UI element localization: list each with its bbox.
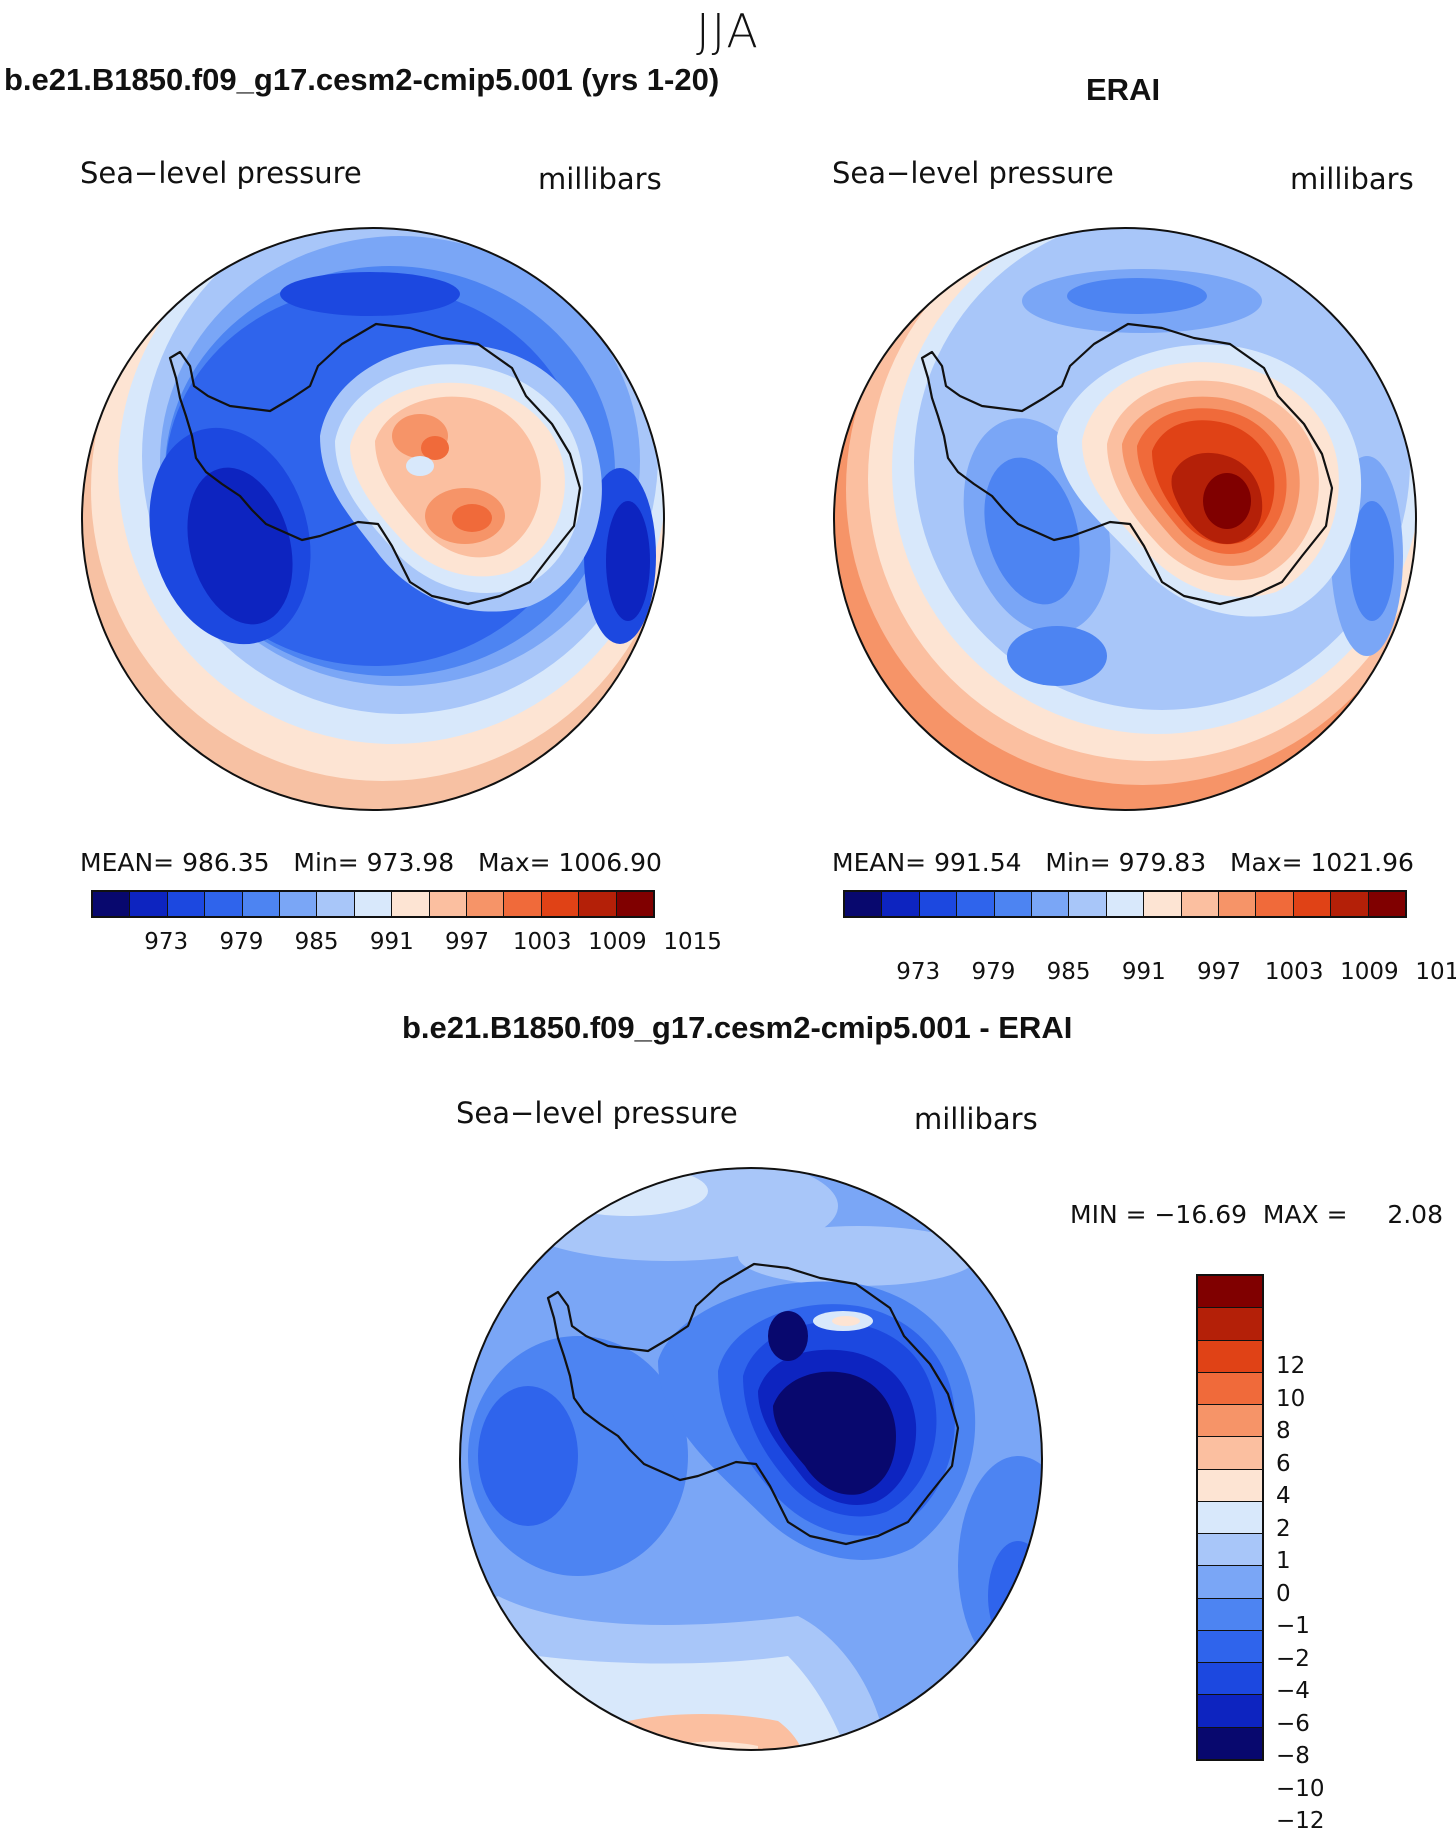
diff-colorbar-swatch	[1198, 1340, 1262, 1373]
obs-colorbar-tick-label: 985	[1046, 959, 1091, 985]
obs-colorbar	[843, 890, 1407, 918]
obs-colorbar-swatch	[1181, 892, 1220, 916]
diff-colorbar-swatch	[1198, 1308, 1262, 1341]
diff-colorbar-tick-label: 6	[1276, 1450, 1291, 1477]
model-colorbar-swatch	[616, 892, 654, 916]
diff-colorbar-tick-label: −6	[1276, 1710, 1310, 1737]
model-colorbar-swatch	[93, 892, 131, 916]
model-colorbar-tick-label: 1009	[588, 929, 647, 955]
model-colorbar-swatch	[317, 892, 355, 916]
model-colorbar-swatch	[354, 892, 393, 916]
obs-colorbar-swatch	[1368, 892, 1406, 916]
model-colorbar-tick-label: 991	[369, 929, 414, 955]
model-colorbar-tick-label: 979	[219, 929, 264, 955]
model-colorbar-swatch	[467, 892, 505, 916]
model-variable-label: Sea−level pressure	[80, 156, 362, 190]
obs-colorbar-tick-label: 979	[971, 959, 1016, 985]
obs-colorbar-tick-label: 991	[1121, 959, 1166, 985]
model-colorbar-tick-label: 1015	[663, 929, 722, 955]
diff-colorbar-swatch	[1198, 1437, 1262, 1470]
diff-colorbar-tick-label: −8	[1276, 1743, 1310, 1770]
model-colorbar-swatch	[392, 892, 430, 916]
diff-colorbar-swatch	[1198, 1727, 1262, 1759]
model-colorbar-swatch	[280, 892, 318, 916]
model-colorbar-ticks: 973 979 985 991 997 1003 1009 1015	[91, 929, 722, 959]
obs-colorbar-swatch	[1106, 892, 1145, 916]
model-colorbar-swatch	[167, 892, 206, 916]
obs-colorbar-swatch	[1144, 892, 1182, 916]
diff-colorbar-swatch	[1198, 1372, 1262, 1406]
model-colorbar	[91, 890, 655, 918]
model-panel-title: b.e21.B1850.f09_g17.cesm2-cmip5.001 (yrs…	[4, 62, 720, 97]
model-stats: MEAN= 986.35 Min= 973.98 Max= 1006.90	[80, 848, 662, 877]
obs-stats: MEAN= 991.54 Min= 979.83 Max= 1021.96	[832, 848, 1414, 877]
diff-stats: MIN = −16.69 MAX = 2.08	[1070, 1200, 1443, 1229]
model-colorbar-tick-label: 985	[294, 929, 339, 955]
model-colorbar-swatch	[541, 892, 580, 916]
obs-colorbar-swatch	[957, 892, 995, 916]
model-colorbar-swatch	[579, 892, 617, 916]
diff-colorbar-tick-label: 4	[1276, 1483, 1291, 1510]
diff-colorbar	[1196, 1274, 1264, 1761]
diff-colorbar-swatch	[1198, 1663, 1262, 1696]
obs-units-label: millibars	[1290, 162, 1414, 196]
model-units-label: millibars	[538, 162, 662, 196]
obs-variable-label: Sea−level pressure	[832, 156, 1114, 190]
obs-polar-map	[833, 227, 1417, 811]
diff-colorbar-tick-label: 10	[1276, 1385, 1306, 1412]
obs-colorbar-swatch	[919, 892, 958, 916]
season-title: JJA	[696, 4, 760, 58]
obs-colorbar-swatch	[1331, 892, 1369, 916]
diff-colorbar-swatch	[1198, 1276, 1262, 1309]
model-colorbar-swatch	[242, 892, 281, 916]
model-polar-map	[81, 227, 665, 811]
diff-colorbar-swatch	[1198, 1469, 1262, 1502]
obs-colorbar-tick-label: 1009	[1340, 959, 1399, 985]
diff-colorbar-tick-label: 1	[1276, 1548, 1291, 1575]
diff-polar-map	[459, 1167, 1043, 1751]
obs-colorbar-swatch	[1293, 892, 1332, 916]
diff-colorbar-swatch	[1198, 1630, 1262, 1664]
model-colorbar-tick-label: 1003	[512, 929, 572, 955]
diff-colorbar-tick-label: 2	[1276, 1515, 1291, 1542]
obs-colorbar-tick-label: 1003	[1264, 959, 1324, 985]
obs-colorbar-swatch	[845, 892, 883, 916]
model-colorbar-tick-label: 973	[144, 929, 189, 955]
obs-colorbar-tick-label: 973	[896, 959, 941, 985]
obs-panel-title: ERAI	[1086, 72, 1161, 107]
diff-colorbar-tick-label: 0	[1276, 1580, 1291, 1607]
obs-colorbar-swatch	[1256, 892, 1294, 916]
diff-colorbar-tick-label: 12	[1276, 1353, 1306, 1380]
diff-colorbar-swatch	[1198, 1534, 1262, 1567]
diff-colorbar-swatch	[1198, 1405, 1262, 1438]
model-colorbar-swatch	[504, 892, 542, 916]
obs-colorbar-swatch	[1219, 892, 1257, 916]
diff-colorbar-tick-label: −10	[1276, 1775, 1325, 1802]
obs-colorbar-swatch	[1032, 892, 1070, 916]
obs-colorbar-tick-label: 997	[1197, 959, 1241, 985]
diff-units-label: millibars	[914, 1102, 1038, 1136]
obs-colorbar-swatch	[1069, 892, 1107, 916]
diff-colorbar-tick-label: −12	[1276, 1808, 1325, 1834]
model-colorbar-swatch	[130, 892, 168, 916]
diff-colorbar-swatch	[1198, 1598, 1262, 1631]
diff-panel-title: b.e21.B1850.f09_g17.cesm2-cmip5.001 - ER…	[402, 1010, 1073, 1045]
model-colorbar-swatch	[429, 892, 468, 916]
diff-colorbar-tick-label: −2	[1276, 1645, 1310, 1672]
diff-colorbar-swatch	[1198, 1695, 1262, 1728]
obs-colorbar-ticks: 973 979 985 991 997 1003 1009 1015	[843, 959, 1456, 989]
diff-colorbar-tick-label: −1	[1276, 1613, 1310, 1640]
model-colorbar-tick-label: 997	[445, 929, 489, 955]
diff-colorbar-tick-label: −4	[1276, 1678, 1310, 1705]
obs-colorbar-swatch	[882, 892, 920, 916]
diff-colorbar-ticks: 12 10 8 6 4 2 1 0 −1 −2 −4 −6 −8 −10 −12	[1276, 1334, 1356, 1834]
diff-colorbar-tick-label: 8	[1276, 1418, 1291, 1445]
model-colorbar-swatch	[205, 892, 243, 916]
diff-variable-label: Sea−level pressure	[456, 1096, 738, 1130]
obs-colorbar-tick-label: 1015	[1415, 959, 1456, 985]
diff-colorbar-swatch	[1198, 1566, 1262, 1599]
obs-colorbar-swatch	[994, 892, 1033, 916]
diff-colorbar-swatch	[1198, 1501, 1262, 1535]
